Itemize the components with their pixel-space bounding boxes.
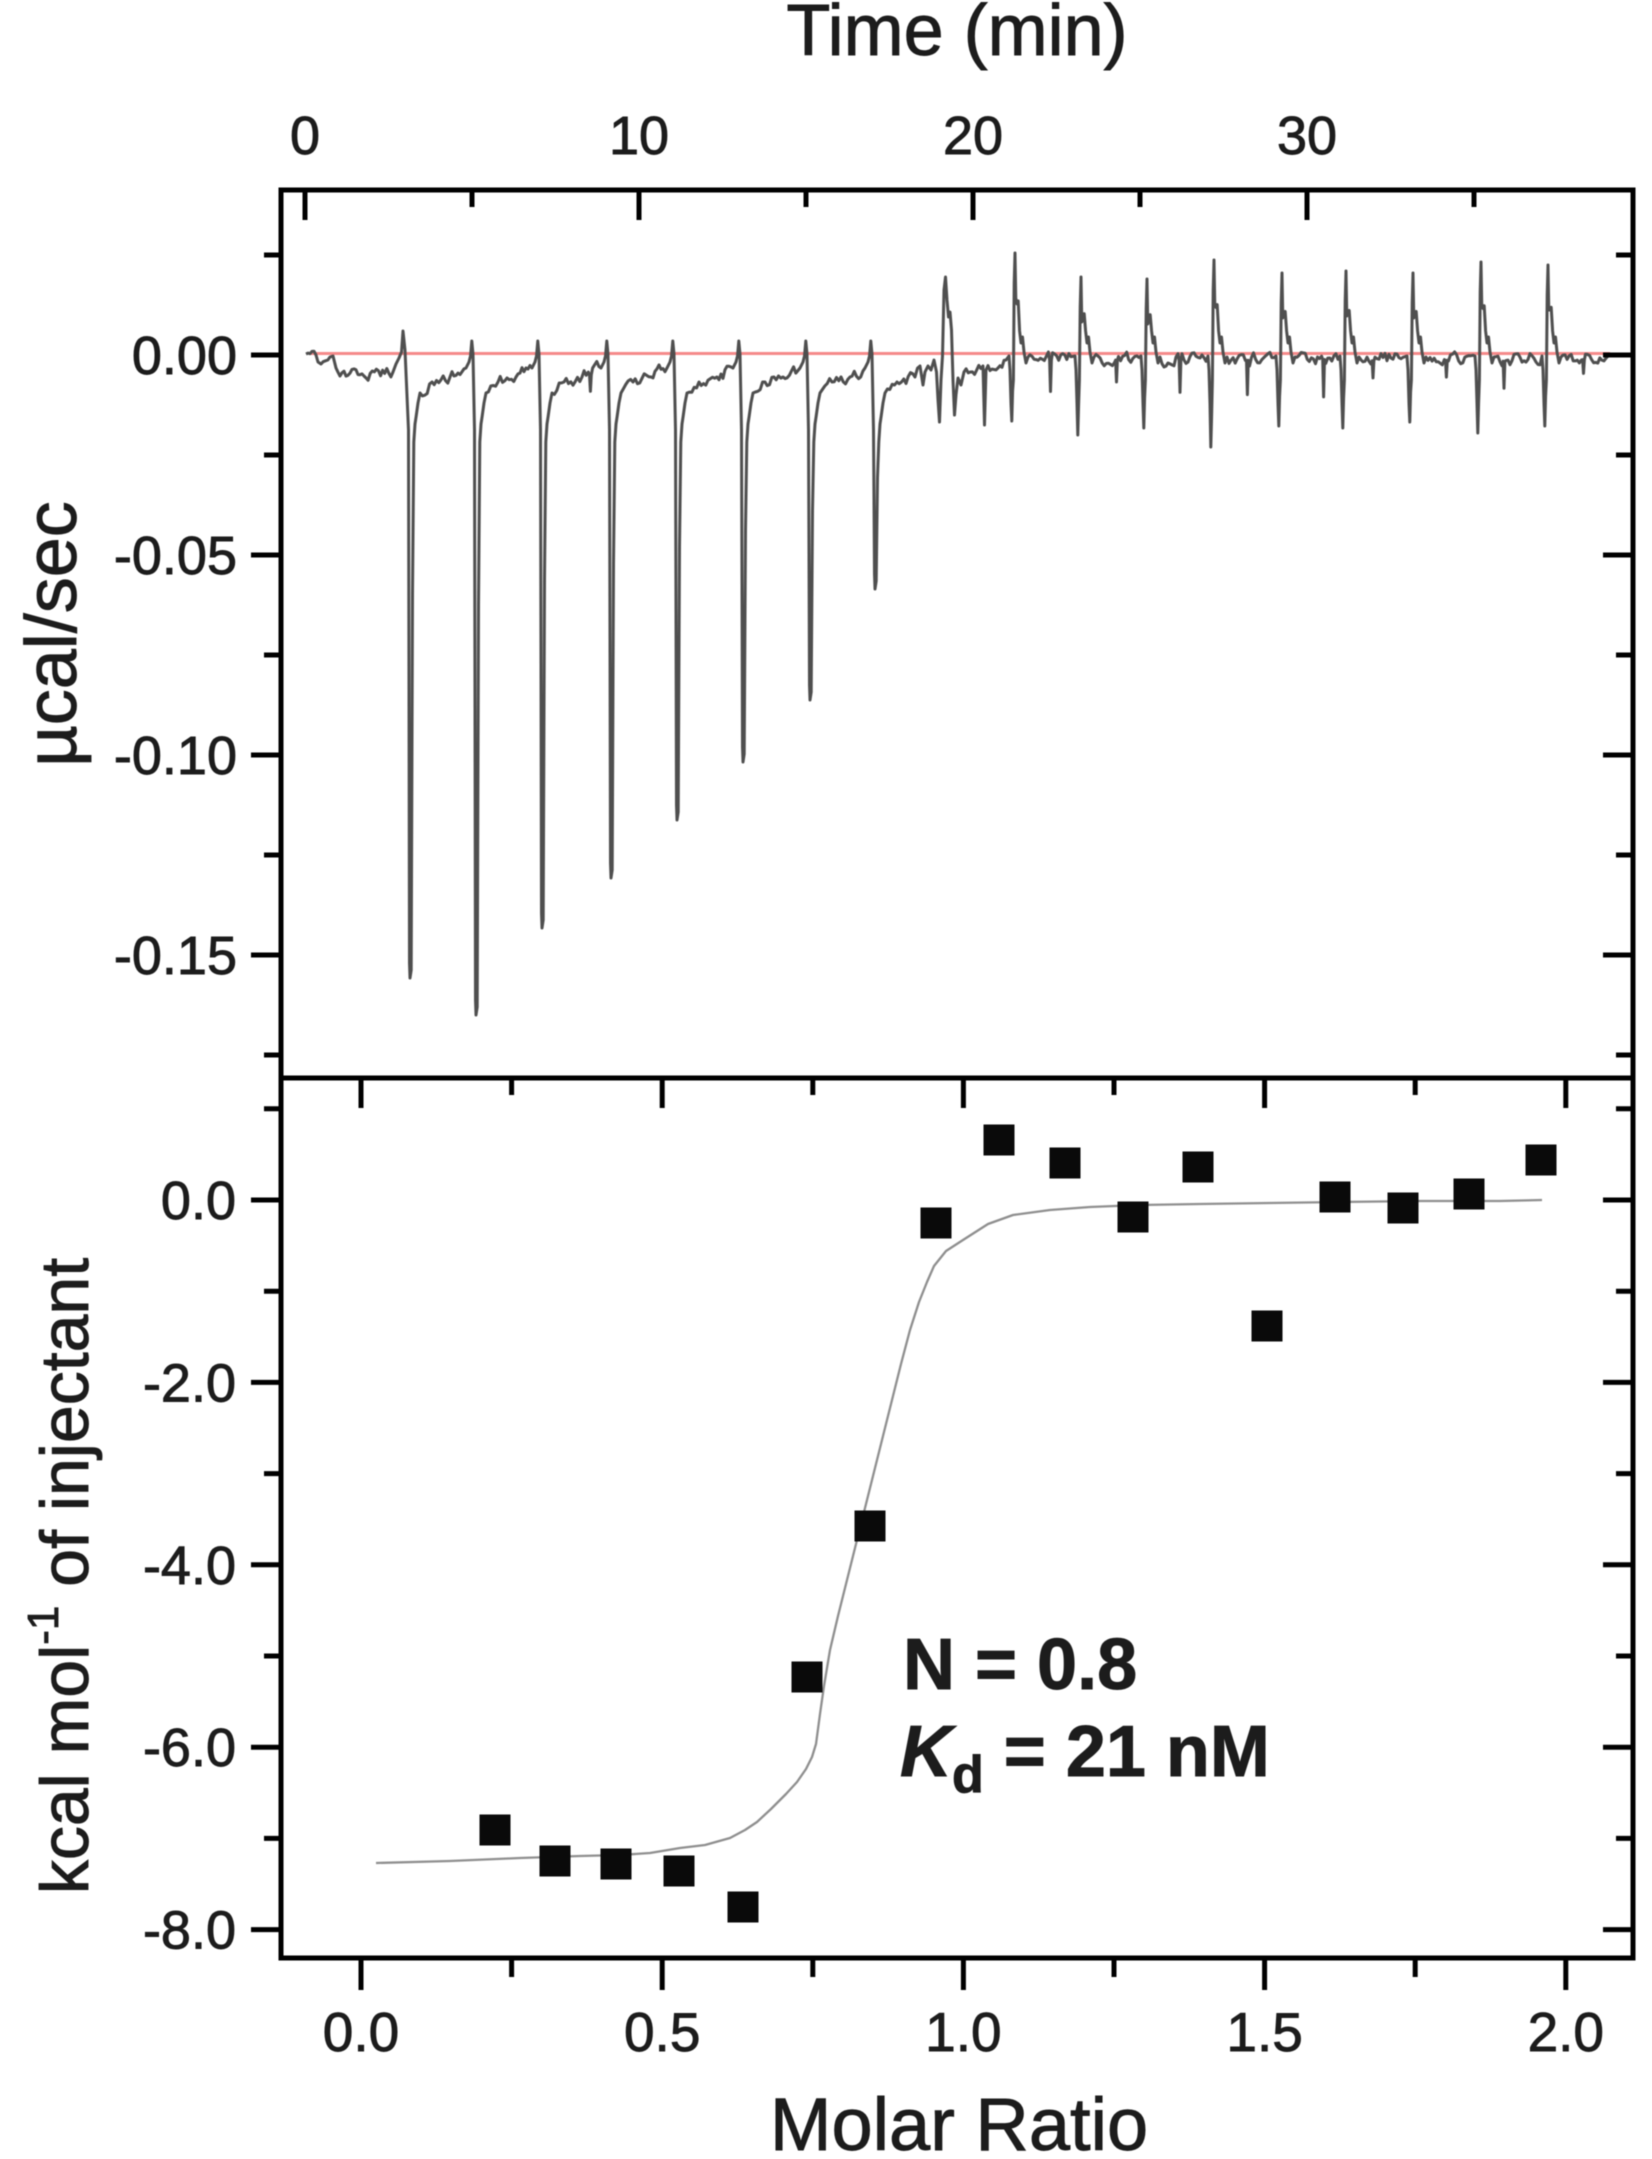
svg-text:-8.0: -8.0 <box>143 1901 236 1961</box>
svg-text:0.0: 0.0 <box>323 2001 399 2063</box>
svg-text:0.0: 0.0 <box>161 1171 236 1231</box>
svg-text:30: 30 <box>1277 106 1337 166</box>
svg-text:-0.05: -0.05 <box>114 526 237 586</box>
svg-text:kcal mol-1 of injectant: kcal mol-1 of injectant <box>19 1258 103 1894</box>
svg-text:1.0: 1.0 <box>925 2001 1001 2063</box>
svg-text:-0.10: -0.10 <box>114 726 237 786</box>
svg-text:µcal/sec: µcal/sec <box>12 501 92 767</box>
svg-text:0.00: 0.00 <box>132 326 237 386</box>
svg-text:-0.15: -0.15 <box>114 926 237 986</box>
svg-text:2.0: 2.0 <box>1528 2001 1604 2063</box>
svg-text:10: 10 <box>609 106 669 166</box>
svg-text:-6.0: -6.0 <box>143 1718 236 1778</box>
svg-text:-4.0: -4.0 <box>143 1536 236 1596</box>
svg-text:Molar Ratio: Molar Ratio <box>770 2083 1148 2159</box>
svg-text:N = 0.8: N = 0.8 <box>903 1625 1137 1705</box>
svg-text:0.5: 0.5 <box>624 2001 700 2063</box>
svg-text:-2.0: -2.0 <box>143 1353 236 1413</box>
svg-text:Time (min): Time (min) <box>786 0 1127 71</box>
svg-text:20: 20 <box>943 106 1003 166</box>
svg-text:0: 0 <box>290 106 320 166</box>
svg-text:Kd = 21 nM: Kd = 21 nM <box>900 1712 1270 1804</box>
svg-text:1.5: 1.5 <box>1226 2001 1302 2063</box>
